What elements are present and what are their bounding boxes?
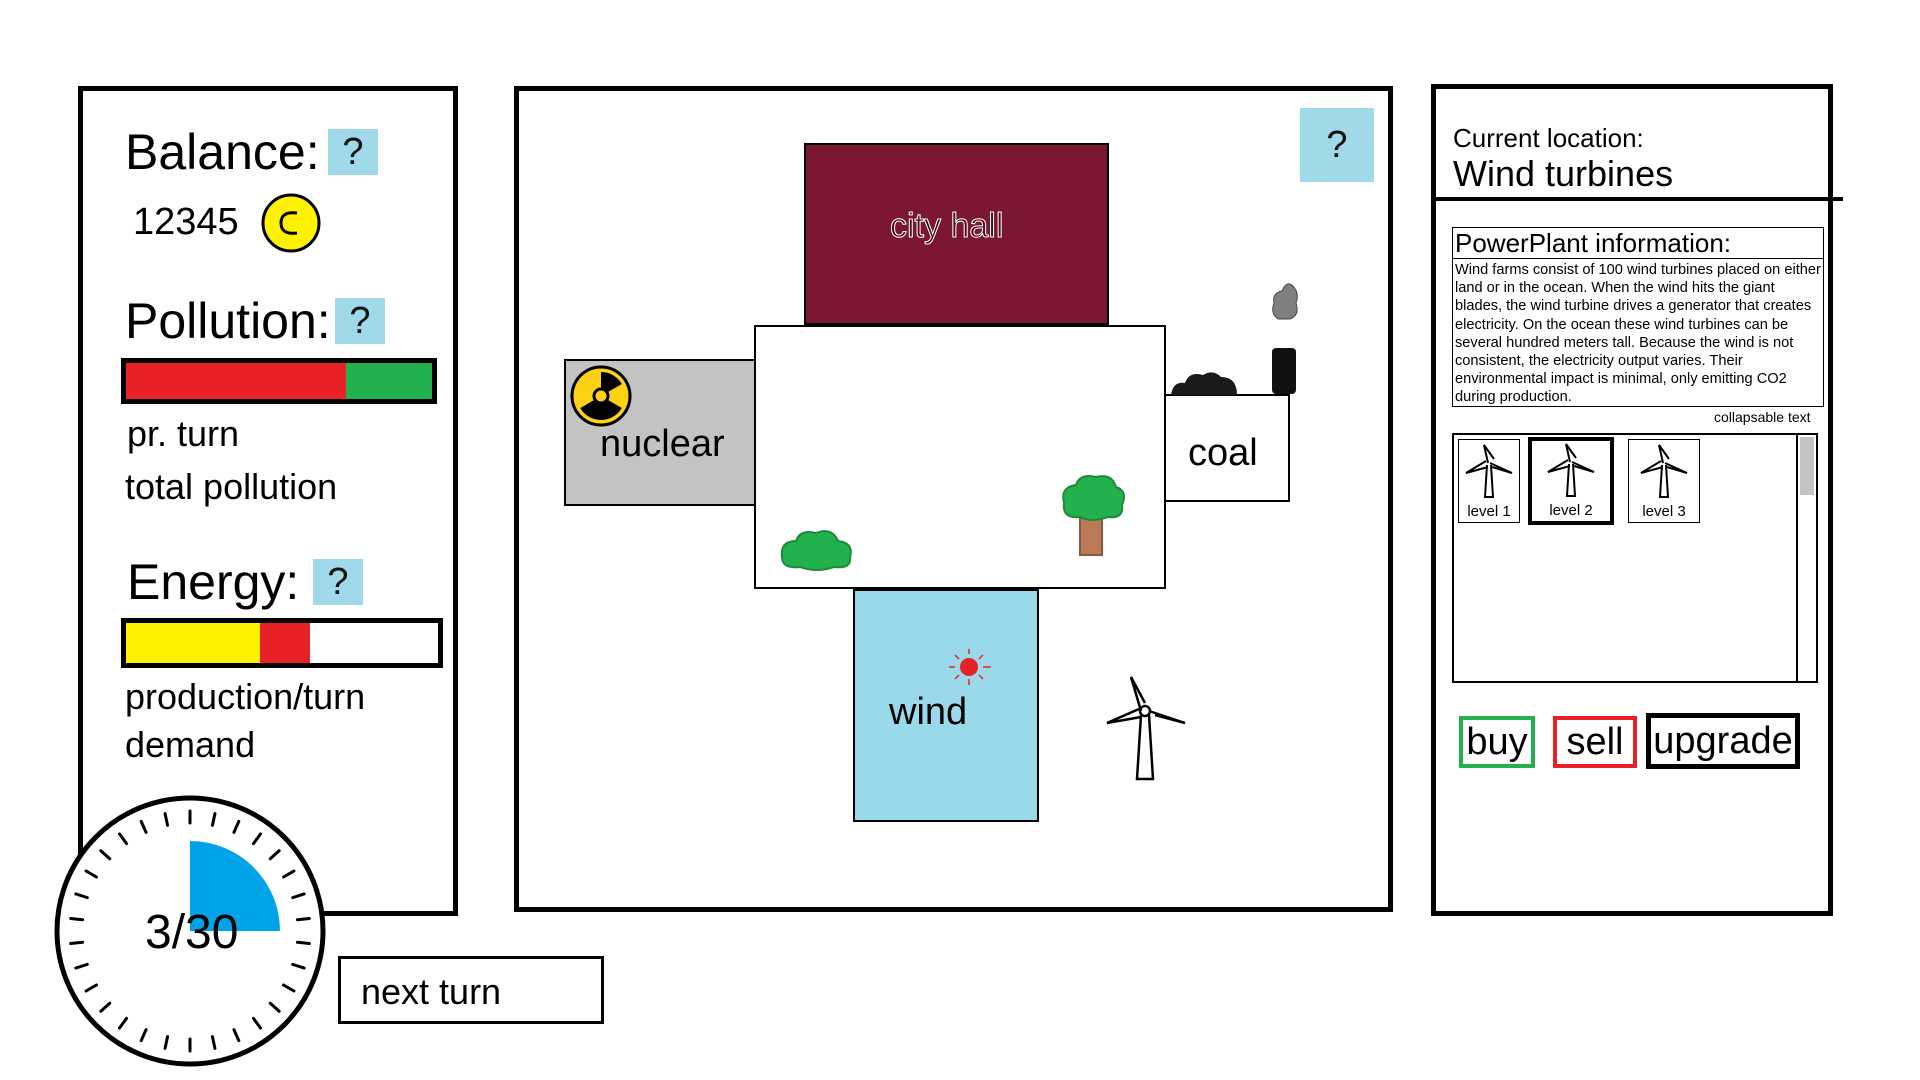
energy-label: Energy:: [127, 554, 300, 610]
coal-pile-icon: [1169, 369, 1241, 397]
pollution-total-label: total pollution: [125, 466, 338, 507]
level-list: level 1 level 2 level 3: [1452, 433, 1818, 683]
timer-tick: [291, 962, 306, 970]
section-title: PowerPlant information:: [1455, 228, 1732, 258]
description-box: PowerPlant information: Wind farms consi…: [1452, 227, 1824, 407]
level-list-scrollbar[interactable]: [1796, 435, 1816, 681]
scrollbar-thumb[interactable]: [1800, 437, 1814, 495]
level-card-1[interactable]: level 1: [1458, 439, 1520, 523]
wind-turbine-icon: [1547, 443, 1595, 497]
turn-timer: 3/30: [50, 795, 330, 1067]
collapse-toggle[interactable]: collapsable text: [1714, 409, 1811, 425]
coal-plant[interactable]: coal: [1164, 394, 1290, 502]
level-card-3[interactable]: level 3: [1628, 439, 1700, 523]
energy-demand-label: demand: [125, 724, 256, 765]
pollution-bar-remaining: [346, 363, 432, 399]
timer-tick: [291, 892, 306, 900]
coal-label: coal: [1188, 432, 1258, 474]
map-help-button[interactable]: ?: [1300, 108, 1374, 182]
timer-tick: [163, 1035, 170, 1050]
timer-tick: [163, 812, 170, 827]
wind-turbine-icon: [1640, 444, 1688, 498]
next-turn-button[interactable]: next turn: [338, 956, 604, 1024]
city-hall-building[interactable]: city hall: [804, 143, 1109, 325]
pollution-label: Pollution:: [125, 293, 331, 349]
timer-tick: [232, 1028, 241, 1043]
timer-tick: [99, 849, 112, 861]
description-text: Wind farms consist of 100 wind turbines …: [1455, 262, 1821, 406]
wind-turbine-icon: [1101, 671, 1191, 783]
timer-tick: [139, 819, 148, 834]
turn-timer-dial: [54, 795, 326, 1067]
timer-tick: [84, 983, 98, 993]
buy-button[interactable]: buy: [1459, 716, 1535, 768]
timer-tick: [282, 869, 296, 879]
level-label-3: level 3: [1642, 503, 1686, 520]
timer-tick: [69, 916, 85, 922]
timer-tick: [117, 1016, 129, 1030]
timer-tick: [295, 940, 311, 946]
timer-tick: [282, 983, 296, 993]
timer-tick: [99, 1001, 112, 1013]
timer-tick: [84, 869, 98, 879]
pollution-per-turn-label: pr. turn: [127, 413, 240, 454]
location-label: Current location:: [1453, 123, 1644, 153]
sun-icon: [947, 645, 997, 689]
wind-farm[interactable]: wind: [853, 589, 1039, 822]
map-panel: ? city hall nuclear: [514, 86, 1393, 912]
pollution-bar-per-turn: [126, 363, 347, 399]
turn-progress-wedge: [190, 841, 280, 931]
radiation-icon: [569, 364, 633, 428]
energy-production-label: production/turn: [125, 676, 366, 717]
tree-icon: [1058, 473, 1128, 557]
timer-tick: [210, 812, 217, 827]
balance-help-button[interactable]: ?: [328, 129, 378, 175]
upgrade-button[interactable]: upgrade: [1646, 713, 1800, 769]
info-panel: Current location: Wind turbines PowerPla…: [1431, 84, 1843, 916]
coin-icon: [261, 193, 321, 253]
stats-panel: Balance: ? 12345 Pollution: ? pr. turn t…: [78, 86, 458, 916]
energy-bar-demand: [260, 623, 311, 663]
timer-tick: [139, 1028, 148, 1043]
energy-bar: [121, 618, 443, 668]
bush-icon: [776, 523, 856, 573]
location-divider: [1431, 197, 1843, 201]
timer-tick: [251, 1016, 263, 1030]
timer-tick: [74, 892, 89, 900]
wind-label: wind: [889, 691, 968, 733]
level-label-2: level 2: [1549, 502, 1593, 519]
timer-tick: [268, 849, 281, 861]
smoke-icon: [1268, 279, 1302, 321]
timer-tick: [295, 916, 311, 922]
energy-bar-production: [126, 623, 261, 663]
turn-counter: 3/30: [145, 906, 239, 959]
timer-tick: [117, 832, 129, 846]
energy-help-button[interactable]: ?: [313, 559, 363, 605]
town-square[interactable]: [754, 325, 1166, 589]
balance-value: 12345: [133, 201, 239, 243]
next-turn-label: next turn: [361, 971, 502, 1012]
timer-tick: [251, 832, 263, 846]
location-value: Wind turbines: [1453, 153, 1674, 194]
pollution-bar: [121, 358, 437, 404]
timer-tick: [268, 1001, 281, 1013]
timer-tick: [210, 1035, 217, 1050]
level-card-2[interactable]: level 2: [1528, 437, 1614, 525]
balance-label: Balance:: [125, 124, 320, 180]
timer-tick: [74, 962, 89, 970]
smokestack-icon: [1270, 346, 1298, 396]
timer-tick: [232, 819, 241, 834]
wind-turbine-icon: [1465, 444, 1513, 498]
nuclear-label: nuclear: [600, 423, 725, 465]
city-hall-label: city hall: [889, 207, 1004, 246]
level-label-1: level 1: [1467, 503, 1511, 520]
sell-button[interactable]: sell: [1553, 716, 1637, 768]
pollution-help-button[interactable]: ?: [335, 298, 385, 344]
timer-tick: [69, 940, 85, 946]
section-title-divider: [1453, 258, 1823, 259]
